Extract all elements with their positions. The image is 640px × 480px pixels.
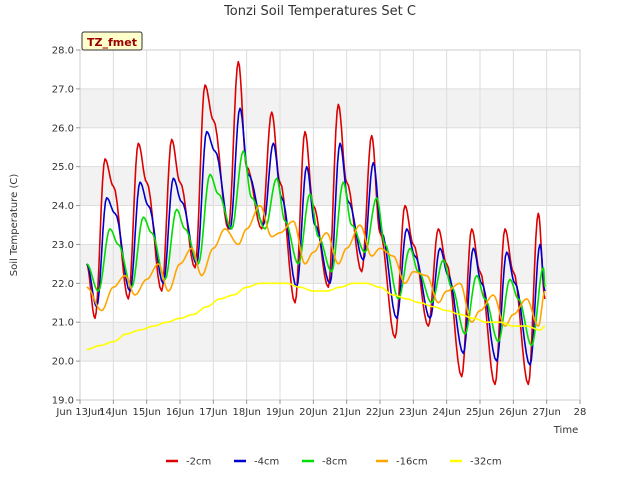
x-tick-label: 27Jun <box>532 407 560 418</box>
x-tick-label: 21Jun <box>332 407 360 418</box>
series-line-minus-32cm <box>86 282 546 351</box>
station-badge-box <box>81 31 143 51</box>
legend-label: -16cm <box>396 457 428 468</box>
x-tick-label: 17Jun <box>199 407 227 418</box>
y-tick-label: 25.0 <box>52 162 74 173</box>
x-tick-label: 15Jun <box>132 407 160 418</box>
plot-bands <box>80 50 580 400</box>
x-tick-label: 19Jun <box>266 407 294 418</box>
x-axis-label: Time <box>553 425 578 436</box>
series-line-minus-8cm <box>86 150 546 347</box>
plot-band <box>80 88 580 128</box>
y-tick-label: 26.0 <box>52 123 74 134</box>
x-tick-label: 26Jun <box>499 407 527 418</box>
chart-title: Tonzi Soil Temperatures Set C <box>223 4 416 19</box>
x-tick-label: 16Jun <box>166 407 194 418</box>
legend-label: -32cm <box>470 457 502 468</box>
y-axis-ticks: 19.0 20.0 21.0 22.0 23.0 24.0 25.0 26.0 27.0 28.0 <box>52 46 80 407</box>
station-badge-label: TZ_fmet <box>87 36 137 49</box>
y-tick-label: 22.0 <box>52 279 74 290</box>
plot-band <box>80 127 580 167</box>
y-tick-label: 20.0 <box>52 357 74 368</box>
x-tick-label: 25Jun <box>466 407 494 418</box>
legend-label: -8cm <box>322 457 347 468</box>
y-tick-label: 21.0 <box>52 318 74 329</box>
x-tick-label: 24Jun <box>432 407 460 418</box>
plot-band <box>80 361 580 400</box>
y-tick-label: 27.0 <box>52 84 74 95</box>
x-tick-label: 22Jun <box>366 407 394 418</box>
x-tick-label: 28 <box>574 407 587 418</box>
y-tick-label: 24.0 <box>52 201 74 212</box>
y-axis-label: Soil Temperature (C) <box>9 174 20 277</box>
series-line-minus-16cm <box>86 204 546 327</box>
legend: -2cm -4cm -8cm -16cm -32cm <box>166 457 502 468</box>
station-badge: TZ_fmet <box>81 31 143 51</box>
series-lines <box>85 60 546 386</box>
y-tick-label: 19.0 <box>52 396 74 407</box>
plot-band <box>80 50 580 89</box>
plot-band <box>80 322 580 362</box>
x-tick-label: 23Jun <box>399 407 427 418</box>
x-tick-label: 18Jun <box>232 407 260 418</box>
x-tick-label: 20Jun <box>299 407 327 418</box>
y-tick-label: 28.0 <box>52 46 74 57</box>
y-tick-label: 23.0 <box>52 240 74 251</box>
x-tick-label: 14Jun <box>99 407 127 418</box>
x-tick-label: Jun 13Jun <box>55 407 103 418</box>
legend-label: -4cm <box>254 457 279 468</box>
legend-label: -2cm <box>186 457 211 468</box>
plot-band <box>80 166 580 206</box>
plot-area-border <box>79 49 581 401</box>
